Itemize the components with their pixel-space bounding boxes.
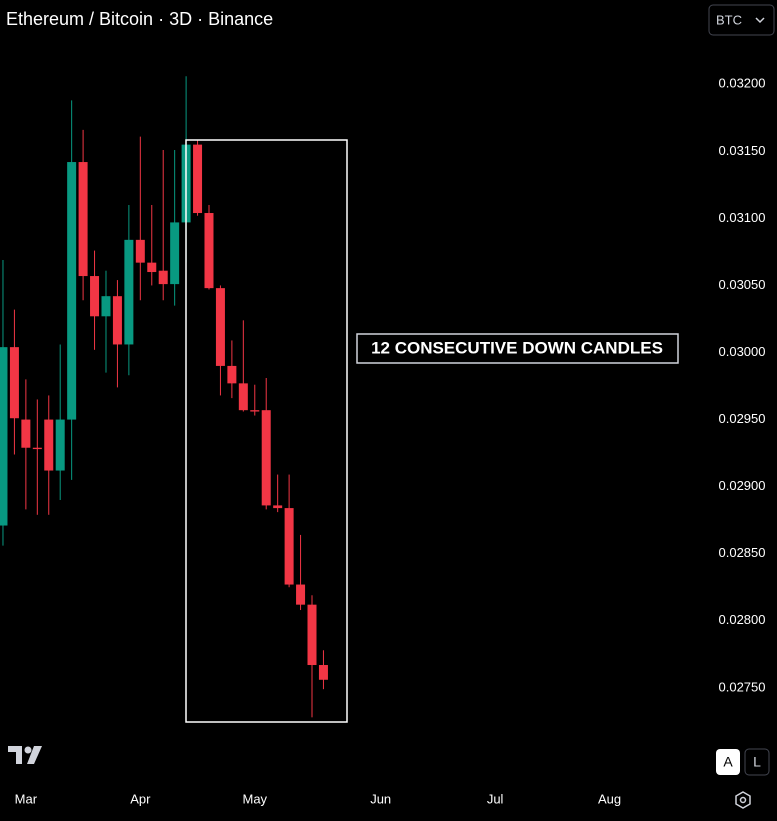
candle-body <box>147 262 157 273</box>
dropdown-label[interactable]: BTC <box>716 12 742 27</box>
settings-icon-center[interactable] <box>739 796 747 804</box>
candle-body <box>124 239 134 345</box>
log-scale-label[interactable]: L <box>753 754 761 770</box>
candle-body <box>112 296 122 345</box>
candle-body <box>55 419 65 471</box>
candle-body <box>135 239 145 263</box>
logo-part[interactable] <box>24 746 32 754</box>
candle-body <box>250 410 260 412</box>
y-tick-label: 0.03000 <box>719 344 766 359</box>
candle-body <box>78 162 88 277</box>
x-tick-label: Jun <box>370 791 391 806</box>
tradingview-logo[interactable] <box>8 746 42 764</box>
highlight-box <box>185 139 348 723</box>
currency-dropdown[interactable]: BTC <box>708 4 775 36</box>
x-tick-label: Mar <box>15 791 38 806</box>
candle-body <box>284 508 294 585</box>
y-tick-label: 0.02850 <box>719 545 766 560</box>
log-scale-button[interactable] <box>744 748 770 776</box>
dropdown-box[interactable] <box>708 4 775 36</box>
x-tick-label: Apr <box>130 791 151 806</box>
chart-title: Ethereum / Bitcoin · 3D · Binance <box>6 9 273 29</box>
candle-body <box>307 604 317 666</box>
settings-icon[interactable] <box>735 791 751 809</box>
candle-body <box>215 288 225 366</box>
y-tick-label: 0.03050 <box>719 277 766 292</box>
annotation-box <box>356 333 679 364</box>
candle-body <box>170 222 180 285</box>
candle-body <box>67 162 77 420</box>
candle-body <box>21 419 31 448</box>
candle-body <box>9 347 19 419</box>
candle-body <box>227 365 237 384</box>
candle-body <box>238 383 248 411</box>
y-tick-label: 0.02950 <box>719 411 766 426</box>
annotation: 12 CONSECUTIVE DOWN CANDLES <box>371 338 663 357</box>
candle-body <box>32 447 42 450</box>
logo-part[interactable] <box>8 746 22 764</box>
auto-scale-button[interactable] <box>716 749 740 775</box>
candle-body <box>44 419 54 471</box>
y-tick-label: 0.03100 <box>719 210 766 225</box>
x-tick-label: Aug <box>598 791 621 806</box>
candle-body <box>318 665 328 680</box>
y-tick-label: 0.02750 <box>719 679 766 694</box>
candle-body <box>204 213 214 289</box>
y-tick-label: 0.02800 <box>719 612 766 627</box>
dropdown-arrow[interactable] <box>755 17 765 24</box>
candle-body <box>296 584 306 605</box>
y-tick-label: 0.03200 <box>719 76 766 91</box>
candle-body <box>273 505 283 509</box>
y-tick-label: 0.02900 <box>719 478 766 493</box>
candle-body <box>90 276 100 317</box>
candle-body <box>261 410 271 506</box>
auto-scale-label[interactable]: A <box>723 754 733 770</box>
y-tick-label: 0.03150 <box>719 143 766 158</box>
candle-body <box>193 144 203 214</box>
x-tick-label: May <box>242 791 267 806</box>
logo-part[interactable] <box>27 746 42 764</box>
candle-body <box>101 296 111 317</box>
candle-body <box>0 347 8 526</box>
x-tick-label: Jul <box>487 791 504 806</box>
plot-area: 0.02750 0.02800 0.02850 0.02900 0.02950 0.030… <box>0 76 766 806</box>
candle-body <box>158 270 168 285</box>
